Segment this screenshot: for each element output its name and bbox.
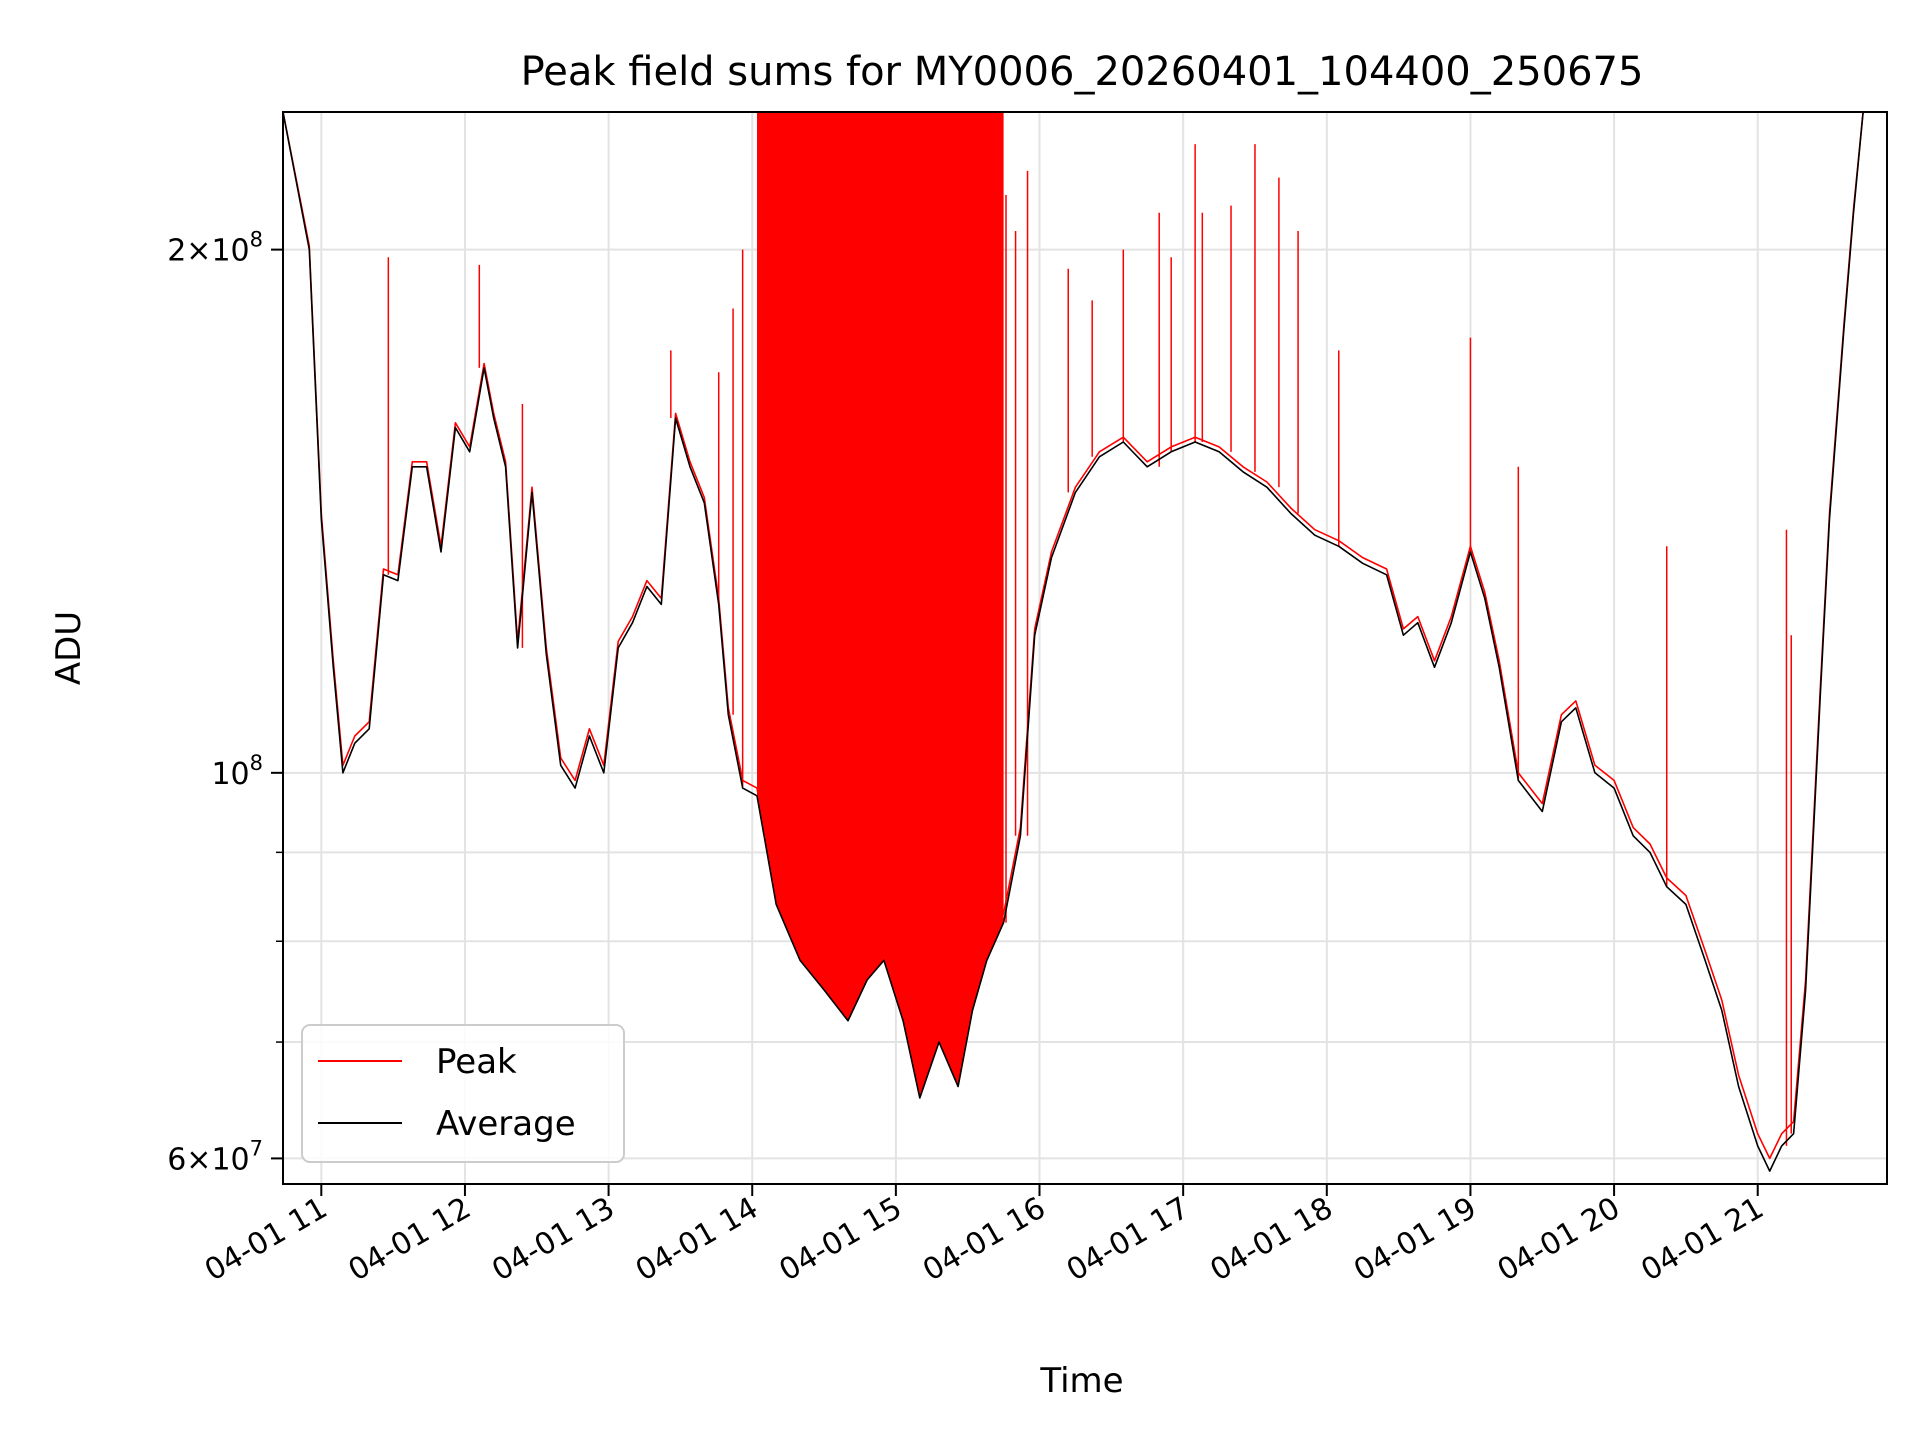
- legend: Peak Average: [301, 1024, 625, 1163]
- peak-dense-band-area: [757, 112, 1004, 1098]
- average-series-line: [283, 112, 1887, 1172]
- y-axis-label: ADU: [49, 611, 89, 685]
- series-lines: [283, 112, 1887, 1172]
- peak-dense-band: [757, 112, 1004, 1098]
- plot-frame: [282, 111, 1888, 1185]
- chart-title: Peak field sums for MY0006_20260401_1044…: [521, 49, 1644, 95]
- y-tick-label: 6×107: [167, 1136, 263, 1177]
- legend-box: [301, 1024, 625, 1163]
- y-tick-label: 2×108: [167, 228, 263, 269]
- peak-spikes: [387, 144, 1792, 1146]
- legend-peak-label: Peak: [436, 1042, 517, 1082]
- grid-lines: [283, 112, 1887, 1184]
- y-axis-ticks: 6×107 108 2×108: [167, 228, 283, 1177]
- legend-average-label: Average: [436, 1104, 576, 1144]
- y-tick-label: 108: [211, 751, 263, 792]
- x-axis-label: Time: [1039, 1361, 1123, 1401]
